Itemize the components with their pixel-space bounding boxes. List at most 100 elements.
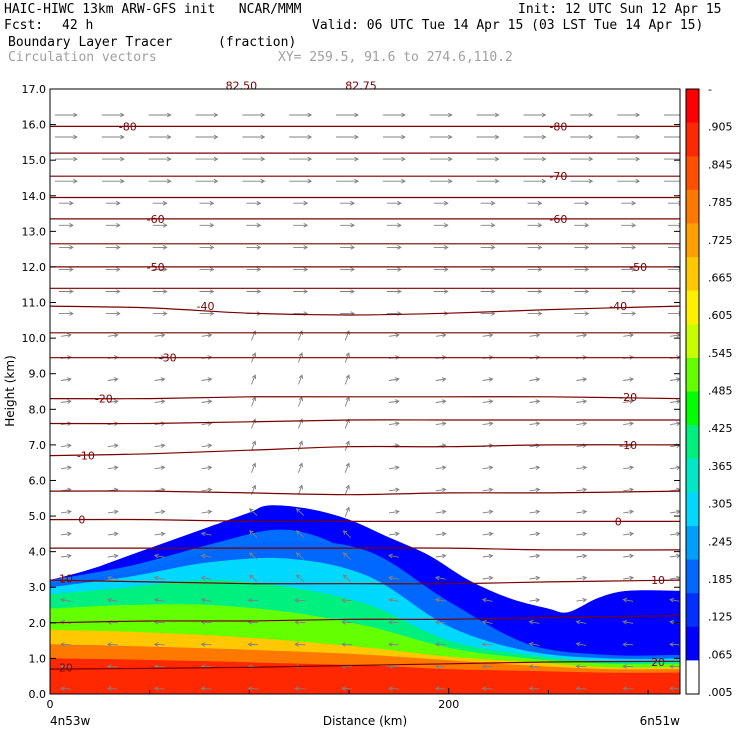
circulation-vector [60,686,71,691]
circulation-vector [60,399,72,404]
contour-label: -30 [159,352,177,365]
circulation-vector [621,289,637,294]
contour-label: -60 [549,213,567,226]
circulation-vector [60,443,72,448]
colorbar-label: .305 [708,498,733,511]
colorbar-swatch [686,324,699,359]
circulation-vector [434,664,446,669]
circulation-vector [529,399,541,404]
circulation-vector [617,156,641,162]
circulation-vector [621,311,637,316]
circulation-vector [576,509,588,515]
circulation-vector [152,289,168,294]
circulation-vector [476,134,500,140]
circulation-vector [529,333,541,338]
colorbar-label: .605 [708,309,733,322]
circulation-vector [670,465,680,471]
circulation-vector [528,686,540,691]
circulation-vector [434,597,446,603]
circulation-vector [297,440,303,451]
circulation-vector [148,178,172,184]
colorbar-swatch [686,189,699,224]
circulation-vector [106,686,118,691]
temperature-contour [50,444,680,457]
circulation-vector [107,377,119,382]
circulation-vector [340,289,356,294]
circulation-vector [105,267,121,272]
temperature-contour [50,579,680,585]
circulation-vector [386,200,402,206]
field-name: Boundary Layer Tracer [8,35,173,50]
temperature-contour [50,490,680,496]
contour-label: -70 [549,170,567,183]
circulation-vector [670,399,680,404]
circulation-vector [60,642,71,647]
circulation-vector [529,597,541,603]
circulation-vector [295,552,305,560]
circulation-vector [388,399,400,404]
circulation-vector [340,200,356,206]
circulation-vector [246,223,262,228]
circulation-vector [195,156,219,162]
circulation-vector [669,664,680,669]
circulation-vector [247,686,259,691]
circulation-vector [574,200,590,206]
circulation-vector [482,509,494,515]
circulation-vector [341,597,353,603]
circulation-vector [106,597,118,603]
circulation-vector [106,642,118,647]
contour-label: -40 [197,300,215,313]
circulation-vector [289,178,313,184]
circulation-vector [529,553,541,559]
circulation-vector [340,267,356,272]
temperature-contour [50,396,680,400]
y-axis-title: Height (km) [3,355,17,426]
circulation-vector [523,134,547,140]
circulation-vector [476,178,500,184]
circulation-vector [528,664,540,669]
circulation-vector [107,443,119,448]
x-tick-label: 0 [47,698,54,711]
circulation-vector [251,440,257,451]
circulation-vector [623,421,635,426]
circulation-vector [623,333,635,338]
temperature-contour [50,615,680,624]
circulation-vector [382,156,406,162]
circulation-vector [481,619,493,625]
circulation-vector [388,531,400,537]
circulation-vector [153,575,165,581]
circulation-vector [623,553,635,559]
circulation-vector [153,553,165,559]
colorbar-swatch [686,223,699,258]
circulation-vector [154,443,166,448]
colorbar-swatch [686,425,699,460]
circulation-vector [570,134,594,140]
circulation-vector [242,178,266,184]
colorbar-swatch [686,391,699,426]
circulation-vector [152,311,168,316]
circulation-vector [342,530,352,538]
circulation-vector [623,531,635,537]
circulation-vector [152,245,168,250]
circulation-vector [294,686,306,691]
circulation-vector [570,112,594,118]
circulation-vector [246,245,262,250]
circulation-vector [669,642,680,647]
circulation-vector [54,112,78,118]
contour-label: -10 [619,439,637,452]
circulation-vector [344,396,350,407]
colorbar-label: .905 [708,121,733,134]
circulation-vector [101,112,125,118]
circulation-vector [387,620,399,625]
colorbar-label: - [708,83,712,96]
circulation-vector [664,136,680,138]
circulation-vector [623,465,635,471]
circulation-vector [388,575,399,581]
circulation-vector [201,443,213,448]
circulation-vector [294,597,306,603]
circulation-vector [60,531,72,537]
y-tick-label: 7.0 [29,439,47,452]
circulation-vector [105,311,121,316]
circulation-vector [106,575,118,581]
